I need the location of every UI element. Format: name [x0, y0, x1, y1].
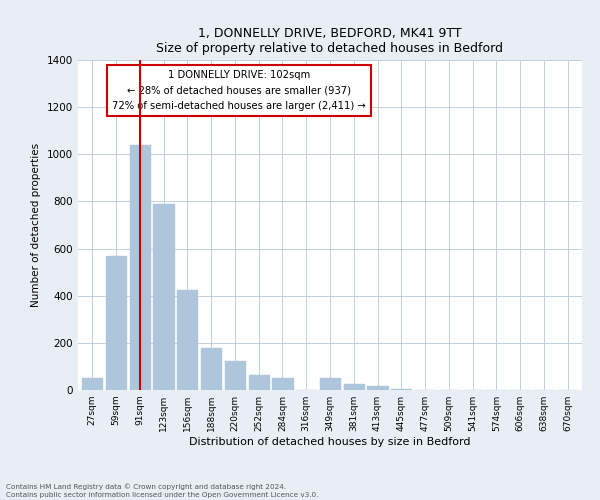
Text: 1 DONNELLY DRIVE: 102sqm
← 28% of detached houses are smaller (937)
72% of semi-: 1 DONNELLY DRIVE: 102sqm ← 28% of detach…: [112, 70, 366, 111]
Bar: [344, 384, 364, 390]
Bar: [320, 378, 340, 390]
Bar: [177, 290, 197, 390]
Bar: [248, 374, 269, 390]
Bar: [106, 256, 126, 390]
Bar: [82, 378, 103, 390]
Text: Contains HM Land Registry data © Crown copyright and database right 2024.
Contai: Contains HM Land Registry data © Crown c…: [6, 484, 319, 498]
X-axis label: Distribution of detached houses by size in Bedford: Distribution of detached houses by size …: [189, 437, 471, 447]
Bar: [201, 348, 221, 390]
Bar: [367, 386, 388, 390]
Bar: [154, 204, 173, 390]
Bar: [272, 378, 293, 390]
Bar: [225, 360, 245, 390]
Bar: [130, 145, 150, 390]
Title: 1, DONNELLY DRIVE, BEDFORD, MK41 9TT
Size of property relative to detached house: 1, DONNELLY DRIVE, BEDFORD, MK41 9TT Siz…: [157, 26, 503, 54]
Bar: [391, 389, 412, 390]
Y-axis label: Number of detached properties: Number of detached properties: [31, 143, 41, 307]
